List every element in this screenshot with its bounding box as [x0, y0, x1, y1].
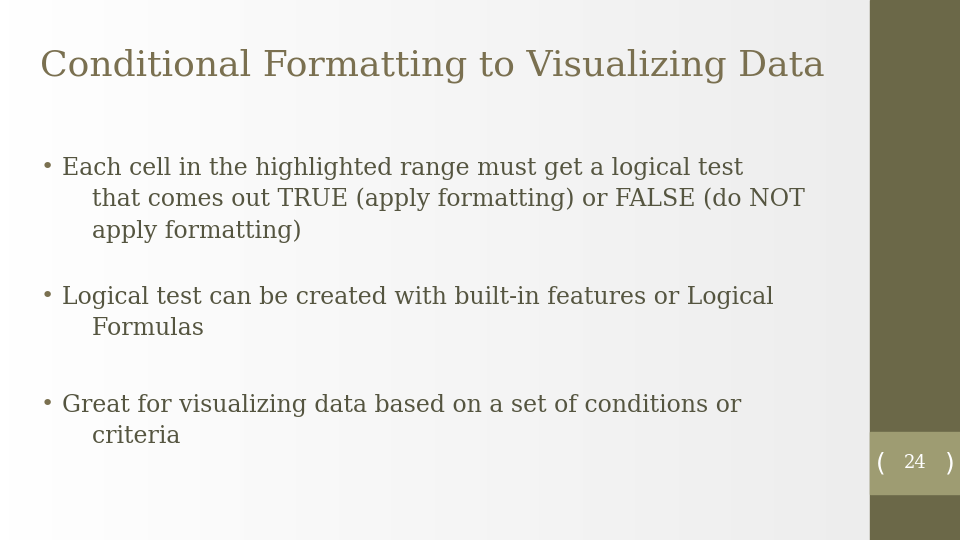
Text: Logical test can be created with built-in features or Logical
    Formulas: Logical test can be created with built-i… [62, 286, 774, 340]
Text: ): ) [945, 451, 954, 475]
Text: •: • [40, 286, 54, 306]
Text: •: • [40, 157, 54, 177]
Bar [870, 0, 960, 540]
Text: Great for visualizing data based on a set of conditions or
    criteria: Great for visualizing data based on a se… [62, 394, 742, 448]
Bar [870, 432, 960, 494]
Text: (: ( [876, 451, 885, 475]
Text: 24: 24 [903, 454, 926, 472]
Text: Conditional Formatting to Visualizing Data: Conditional Formatting to Visualizing Da… [40, 49, 825, 83]
Text: •: • [40, 394, 54, 414]
Text: Each cell in the highlighted range must get a logical test
    that comes out TR: Each cell in the highlighted range must … [62, 157, 805, 244]
